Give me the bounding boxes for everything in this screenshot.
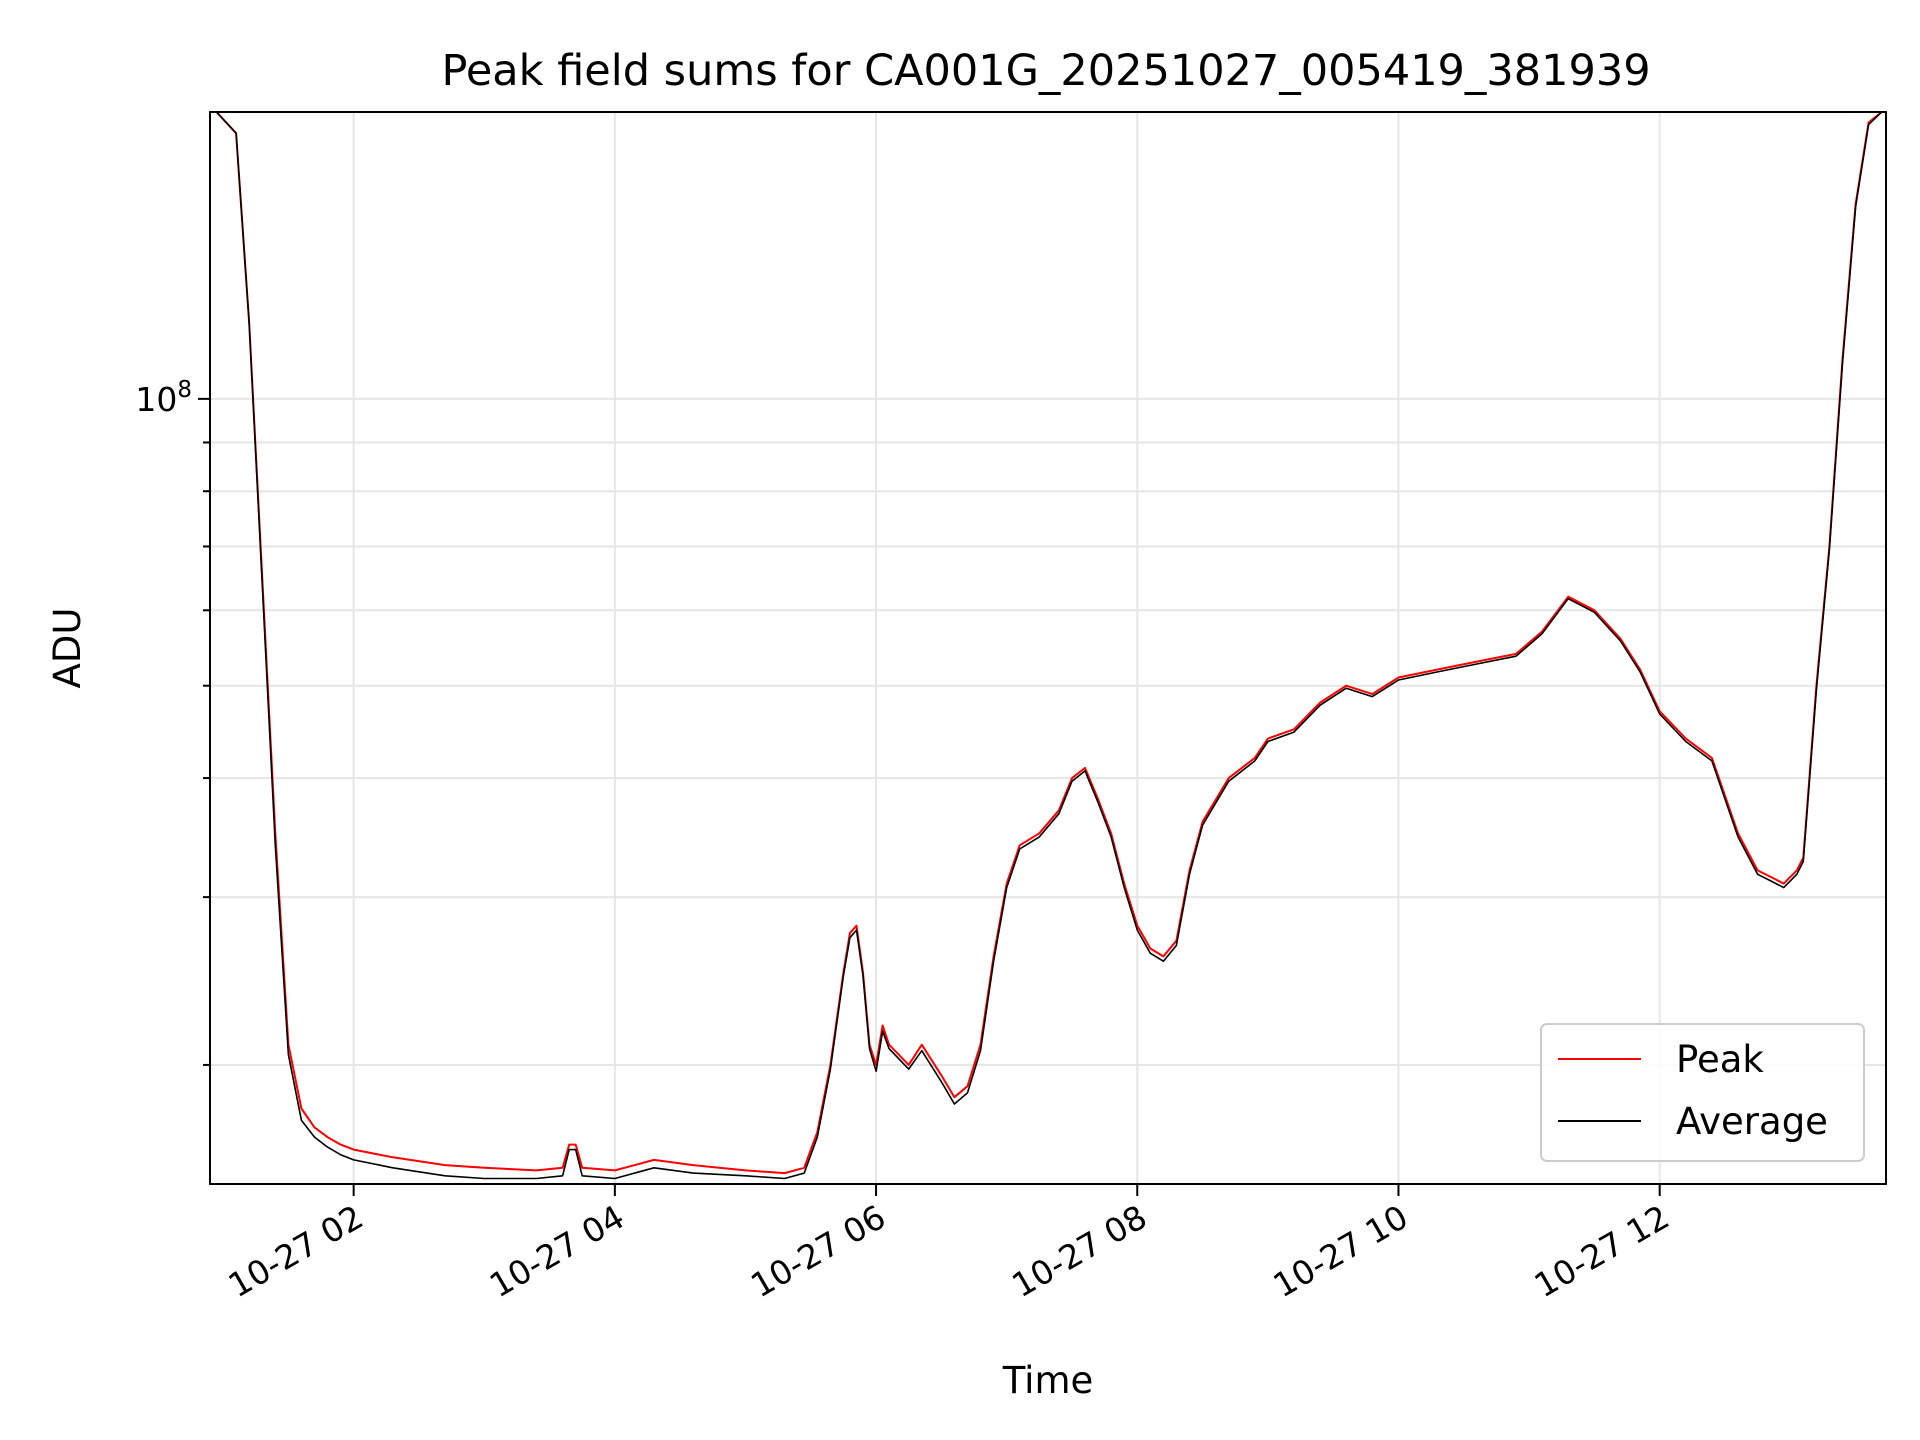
y-tick-label: 108 <box>135 377 192 419</box>
legend-peak-label: Peak <box>1676 1038 1764 1081</box>
legend: Peak Average <box>1540 1023 1865 1162</box>
y-axis-ticks: 108 <box>135 377 210 1066</box>
y-axis-label: ADU <box>46 608 89 689</box>
plot-frame <box>209 111 1887 1185</box>
chart-title: Peak field sums for CA001G_20251027_0054… <box>441 46 1650 96</box>
legend-average-label: Average <box>1676 1100 1828 1143</box>
x-axis-label: Time <box>1002 1359 1094 1402</box>
series-line-peak <box>215 112 1883 1175</box>
series-line-average <box>215 112 1883 1180</box>
grid <box>210 112 1886 1184</box>
plot-area <box>215 112 1883 1180</box>
series-layer <box>215 112 1883 1180</box>
